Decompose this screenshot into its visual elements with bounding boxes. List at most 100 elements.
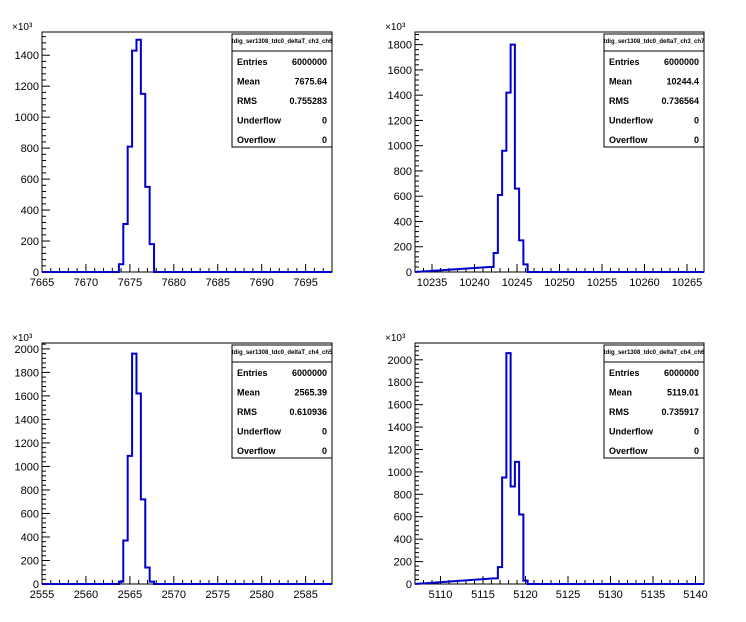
stats-key-mean: Mean — [237, 388, 260, 398]
stats-key-entries: Entries — [237, 368, 268, 378]
y-tick-label: 1000 — [15, 112, 39, 124]
histogram-bin — [515, 189, 519, 272]
stats-value-overflow: 0 — [694, 135, 699, 145]
histogram-bin — [141, 94, 145, 272]
histogram-bin — [494, 578, 498, 584]
histogram-bin — [128, 456, 132, 584]
histogram-bin — [123, 541, 127, 584]
stats-value-underflow: 0 — [694, 427, 699, 437]
stats-value-mean: 7675.64 — [294, 77, 327, 87]
x-tick-label: 2575 — [206, 589, 230, 601]
stats-box-frame — [231, 344, 333, 459]
stats-key-underflow: Underflow — [237, 427, 282, 437]
y-tick-label: 800 — [21, 143, 39, 155]
stats-key-underflow: Underflow — [609, 427, 654, 437]
y-tick-label: 1400 — [388, 422, 412, 434]
y-tick-label: 1000 — [388, 141, 412, 153]
stats-title: tdig_ser1308_tdc0_deltaT_ch3_ch7 — [604, 39, 705, 45]
histogram-bin — [150, 582, 154, 584]
stats-key-overflow: Overflow — [609, 135, 649, 145]
stats-key-overflow: Overflow — [609, 446, 649, 456]
x-tick-label: 5115 — [471, 589, 495, 601]
histogram-bin — [119, 582, 123, 584]
histogram-bin — [498, 567, 502, 584]
y-tick-label: 1600 — [15, 391, 39, 403]
x-tick-label: 5140 — [683, 589, 707, 601]
y-exponent-label: ×10³ — [385, 22, 406, 33]
stats-key-rms: RMS — [237, 96, 257, 106]
y-tick-label: 1200 — [15, 438, 39, 450]
histogram-bin — [515, 462, 519, 584]
x-tick-label: 7680 — [162, 277, 186, 289]
histogram-bin — [511, 45, 515, 272]
y-tick-label: 1200 — [388, 444, 412, 456]
y-tick-label: 800 — [394, 489, 412, 501]
stats-box-frame — [603, 344, 705, 459]
y-tick-label: 1800 — [388, 40, 412, 52]
x-tick-label: 2570 — [162, 589, 186, 601]
y-tick-label: 0 — [33, 579, 39, 591]
y-tick-label: 0 — [406, 579, 412, 591]
stats-value-entries: 6000000 — [664, 57, 699, 67]
histogram-bin — [498, 195, 502, 272]
histogram-bin — [502, 151, 506, 272]
x-tick-label: 10235 — [417, 277, 448, 289]
stats-value-entries: 6000000 — [292, 368, 327, 378]
y-tick-label: 600 — [21, 508, 39, 520]
stats-key-rms: RMS — [609, 407, 629, 417]
histogram-line — [42, 38, 332, 273]
stats-value-overflow: 0 — [322, 446, 327, 456]
stats-box: tdig_ser1308_tdc0_deltaT_ch3_ch6 Entries 6… — [231, 33, 333, 148]
histogram-bin — [506, 353, 510, 584]
y-tick-label: 1000 — [15, 461, 39, 473]
histogram-bin — [145, 187, 149, 272]
histogram-bin — [489, 267, 493, 272]
x-tick-label: 5130 — [598, 589, 622, 601]
stats-box: tdig_ser1308_tdc0_deltaT_ch4_ch5 Entries 6… — [231, 344, 333, 459]
y-tick-label: 400 — [21, 532, 39, 544]
y-tick-label: 1400 — [15, 414, 39, 426]
stats-box: tdig_ser1308_tdc0_deltaT_ch3_ch7 Entries 6… — [603, 33, 705, 148]
stats-value-mean: 2565.39 — [294, 388, 327, 398]
stats-value-entries: 6000000 — [292, 57, 327, 67]
histogram-bin — [511, 486, 515, 584]
x-tick-label: 2560 — [74, 589, 98, 601]
histogram-bin — [141, 499, 145, 584]
x-tick-label: 5125 — [556, 589, 580, 601]
x-tick-label: 2585 — [293, 589, 317, 601]
histogram-bin — [502, 478, 506, 584]
x-tick-label: 2580 — [249, 589, 273, 601]
histogram-line — [42, 352, 332, 585]
stats-box-frame — [603, 33, 705, 148]
stats-value-mean: 5119.01 — [667, 388, 699, 398]
y-tick-label: 400 — [394, 216, 412, 228]
x-tick-label: 10245 — [502, 277, 533, 289]
x-tick-label: 10250 — [544, 277, 575, 289]
y-tick-label: 800 — [21, 485, 39, 497]
stats-value-underflow: 0 — [694, 116, 699, 126]
y-exponent-label: ×10³ — [12, 333, 33, 344]
x-tick-label: 2565 — [118, 589, 142, 601]
histogram-line — [414, 43, 704, 273]
stats-value-overflow: 0 — [322, 135, 327, 145]
stats-value-underflow: 0 — [322, 427, 327, 437]
y-tick-label: 200 — [394, 557, 412, 569]
stats-key-rms: RMS — [237, 407, 257, 417]
y-tick-label: 1800 — [388, 377, 412, 389]
x-tick-label: 7685 — [206, 277, 230, 289]
y-tick-label: 400 — [394, 534, 412, 546]
x-tick-label: 7670 — [74, 277, 98, 289]
histogram-bin — [136, 394, 140, 584]
histogram-bin — [519, 515, 523, 584]
y-exponent-label: ×10³ — [385, 333, 406, 344]
y-tick-label: 1800 — [15, 367, 39, 379]
y-tick-label: 1600 — [388, 400, 412, 412]
histogram-bin — [150, 244, 154, 272]
histogram-bin — [132, 354, 136, 584]
y-tick-label: 200 — [394, 242, 412, 254]
x-tick-label: 5120 — [513, 589, 537, 601]
stats-key-overflow: Overflow — [237, 135, 277, 145]
histogram-bin — [132, 51, 136, 272]
stats-key-entries: Entries — [609, 368, 640, 378]
